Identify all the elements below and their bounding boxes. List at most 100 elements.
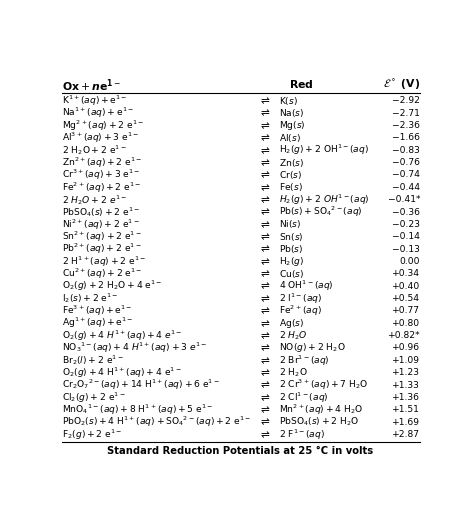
Text: +1.23: +1.23 bbox=[392, 368, 420, 377]
Text: −2.71: −2.71 bbox=[393, 109, 420, 118]
Text: $\rightleftharpoons$: $\rightleftharpoons$ bbox=[258, 120, 270, 131]
Text: −2.92: −2.92 bbox=[392, 96, 420, 106]
Text: $\mathrm{Zn}(s)$: $\mathrm{Zn}(s)$ bbox=[279, 157, 303, 168]
Text: $2\ \mathrm{Br}^{1-}(aq)$: $2\ \mathrm{Br}^{1-}(aq)$ bbox=[279, 353, 329, 367]
Text: +0.54: +0.54 bbox=[392, 294, 420, 303]
Text: $\mathrm{Cl_2}(g) + 2\ \mathrm{e}^{1-}$: $\mathrm{Cl_2}(g) + 2\ \mathrm{e}^{1-}$ bbox=[62, 390, 126, 404]
Text: $\mathrm{Cr_2O_7}^{2-}(aq) + 14\ \mathrm{H}^{1+}(aq) + 6\ \mathrm{e}^{1-}$: $\mathrm{Cr_2O_7}^{2-}(aq) + 14\ \mathrm… bbox=[62, 378, 220, 392]
Text: $\mathrm{Pb}^{2+}(aq) + 2\ \mathrm{e}^{1-}$: $\mathrm{Pb}^{2+}(aq) + 2\ \mathrm{e}^{1… bbox=[62, 242, 142, 256]
Text: $2\ \mathrm{F}^{1-}(aq)$: $2\ \mathrm{F}^{1-}(aq)$ bbox=[279, 427, 325, 441]
Text: $H_2(g) + 2\ OH^{1-}(aq)$: $H_2(g) + 2\ OH^{1-}(aq)$ bbox=[279, 193, 369, 207]
Text: $\rightleftharpoons$: $\rightleftharpoons$ bbox=[258, 404, 270, 415]
Text: +1.51: +1.51 bbox=[393, 406, 420, 414]
Text: $\rightleftharpoons$: $\rightleftharpoons$ bbox=[258, 182, 270, 193]
Text: $\mathrm{Ag}(s)$: $\mathrm{Ag}(s)$ bbox=[279, 317, 303, 330]
Text: +1.69: +1.69 bbox=[392, 418, 420, 427]
Text: $\mathrm{Ni}^{2+}(aq) + 2\ \mathrm{e}^{1-}$: $\mathrm{Ni}^{2+}(aq) + 2\ \mathrm{e}^{1… bbox=[62, 217, 140, 232]
Text: $\mathrm{Al}(s)$: $\mathrm{Al}(s)$ bbox=[279, 132, 300, 144]
Text: $\mathrm{Na}(s)$: $\mathrm{Na}(s)$ bbox=[279, 107, 304, 119]
Text: $\mathrm{NO}(g) + 2\ \mathrm{H_2O}$: $\mathrm{NO}(g) + 2\ \mathrm{H_2O}$ bbox=[279, 342, 345, 354]
Text: $\mathrm{H_2}(g)$: $\mathrm{H_2}(g)$ bbox=[279, 255, 304, 268]
Text: +0.77: +0.77 bbox=[392, 306, 420, 315]
Text: $\mathrm{Sn}^{2+}(aq) + 2\ \mathrm{e}^{1-}$: $\mathrm{Sn}^{2+}(aq) + 2\ \mathrm{e}^{1… bbox=[62, 230, 142, 244]
Text: −2.36: −2.36 bbox=[392, 121, 420, 130]
Text: +0.80: +0.80 bbox=[392, 319, 420, 328]
Text: $\rightleftharpoons$: $\rightleftharpoons$ bbox=[258, 256, 270, 267]
Text: $\mathrm{Pb}(s) + \mathrm{SO_4}^{2-}(aq)$: $\mathrm{Pb}(s) + \mathrm{SO_4}^{2-}(aq)… bbox=[279, 205, 362, 219]
Text: $\mathrm{PbO_2}(s) + 4\ \mathrm{H}^{1+}(aq) + \mathrm{SO_4}^{2-}(aq) + 2\ \mathr: $\mathrm{PbO_2}(s) + 4\ \mathrm{H}^{1+}(… bbox=[62, 415, 251, 429]
Text: $2\ H_2O + 2\ e^{1-}$: $2\ H_2O + 2\ e^{1-}$ bbox=[62, 193, 127, 206]
Text: +0.34: +0.34 bbox=[392, 269, 420, 278]
Text: $\rightleftharpoons$: $\rightleftharpoons$ bbox=[258, 169, 270, 181]
Text: $\mathrm{Fe}^{2+}(aq)$: $\mathrm{Fe}^{2+}(aq)$ bbox=[279, 304, 321, 318]
Text: $\rightleftharpoons$: $\rightleftharpoons$ bbox=[258, 281, 270, 291]
Text: $\mathrm{Br_2}(l) + 2\ \mathrm{e}^{1-}$: $\mathrm{Br_2}(l) + 2\ \mathrm{e}^{1-}$ bbox=[62, 353, 124, 367]
Text: $\rightleftharpoons$: $\rightleftharpoons$ bbox=[258, 417, 270, 428]
Text: $\rightleftharpoons$: $\rightleftharpoons$ bbox=[258, 293, 270, 304]
Text: $\rightleftharpoons$: $\rightleftharpoons$ bbox=[258, 392, 270, 403]
Text: $\rightleftharpoons$: $\rightleftharpoons$ bbox=[258, 343, 270, 353]
Text: $\rightleftharpoons$: $\rightleftharpoons$ bbox=[258, 244, 270, 254]
Text: $\rightleftharpoons$: $\rightleftharpoons$ bbox=[258, 145, 270, 156]
Text: $\rightleftharpoons$: $\rightleftharpoons$ bbox=[258, 157, 270, 168]
Text: −0.23: −0.23 bbox=[392, 220, 420, 229]
Text: +0.96: +0.96 bbox=[392, 344, 420, 353]
Text: $\rightleftharpoons$: $\rightleftharpoons$ bbox=[258, 306, 270, 316]
Text: $\mathrm{Cu}(s)$: $\mathrm{Cu}(s)$ bbox=[279, 268, 304, 280]
Text: $\rightleftharpoons$: $\rightleftharpoons$ bbox=[258, 268, 270, 279]
Text: $\mathrm{Al}^{3+}(aq) + 3\ \mathrm{e}^{1-}$: $\mathrm{Al}^{3+}(aq) + 3\ \mathrm{e}^{1… bbox=[62, 131, 139, 145]
Text: $\mathrm{Cr}(s)$: $\mathrm{Cr}(s)$ bbox=[279, 169, 302, 181]
Text: $\rightleftharpoons$: $\rightleftharpoons$ bbox=[258, 108, 270, 119]
Text: $\mathrm{Pb}(s)$: $\mathrm{Pb}(s)$ bbox=[279, 243, 303, 255]
Text: $\rightleftharpoons$: $\rightleftharpoons$ bbox=[258, 380, 270, 390]
Text: $\mathrm{O_2}(g) + 2\ \mathrm{H_2O} + 4\ \mathrm{e}^{1-}$: $\mathrm{O_2}(g) + 2\ \mathrm{H_2O} + 4\… bbox=[62, 279, 163, 294]
Text: +1.36: +1.36 bbox=[392, 393, 420, 402]
Text: $\mathrm{Fe}^{3+}(aq) + \mathrm{e}^{1-}$: $\mathrm{Fe}^{3+}(aq) + \mathrm{e}^{1-}$ bbox=[62, 304, 133, 318]
Text: $\mathrm{PbSO_4}(s) + 2\ \mathrm{H_2O}$: $\mathrm{PbSO_4}(s) + 2\ \mathrm{H_2O}$ bbox=[279, 416, 359, 428]
Text: $2\ \mathrm{Cr}^{3+}(aq) + 7\ \mathrm{H_2O}$: $2\ \mathrm{Cr}^{3+}(aq) + 7\ \mathrm{H_… bbox=[279, 378, 368, 392]
Text: $2\ \mathrm{I}^{1-}(aq)$: $2\ \mathrm{I}^{1-}(aq)$ bbox=[279, 291, 322, 306]
Text: $\mathrm{I_2}(s) + 2\ \mathrm{e}^{1-}$: $\mathrm{I_2}(s) + 2\ \mathrm{e}^{1-}$ bbox=[62, 291, 119, 306]
Text: $\mathrm{Fe}(s)$: $\mathrm{Fe}(s)$ bbox=[279, 181, 303, 193]
Text: −0.76: −0.76 bbox=[392, 158, 420, 167]
Text: $\mathrm{Cu}^{2+}(aq) + 2\ \mathrm{e}^{1-}$: $\mathrm{Cu}^{2+}(aq) + 2\ \mathrm{e}^{1… bbox=[62, 267, 143, 281]
Text: $\mathrm{H_2}(g) + 2\ \mathrm{OH}^{1-}(aq)$: $\mathrm{H_2}(g) + 2\ \mathrm{OH}^{1-}(a… bbox=[279, 143, 369, 157]
Text: $\rightleftharpoons$: $\rightleftharpoons$ bbox=[258, 330, 270, 341]
Text: −0.41*: −0.41* bbox=[388, 195, 420, 204]
Text: −0.36: −0.36 bbox=[392, 208, 420, 216]
Text: $\mathrm{MnO_4}^{1-}(aq) + 8\ \mathrm{H}^{1+}(aq) + 5\ \mathrm{e}^{1-}$: $\mathrm{MnO_4}^{1-}(aq) + 8\ \mathrm{H}… bbox=[62, 402, 213, 417]
Text: $\mathcal{E}^\circ\ \mathbf{(V)}$: $\mathcal{E}^\circ\ \mathbf{(V)}$ bbox=[383, 78, 420, 92]
Text: $\mathrm{Fe}^{2+}(aq) + 2\ \mathrm{e}^{1-}$: $\mathrm{Fe}^{2+}(aq) + 2\ \mathrm{e}^{1… bbox=[62, 180, 142, 194]
Text: −0.13: −0.13 bbox=[393, 244, 420, 253]
Text: $\mathbf{Ox} + \boldsymbol{n}\mathbf{e}^{\mathbf{1}-}$: $\mathbf{Ox} + \boldsymbol{n}\mathbf{e}^… bbox=[62, 78, 121, 94]
Text: $\mathbf{Red}$: $\mathbf{Red}$ bbox=[289, 78, 314, 90]
Text: $\rightleftharpoons$: $\rightleftharpoons$ bbox=[258, 96, 270, 106]
Text: $\mathrm{Sn}(s)$: $\mathrm{Sn}(s)$ bbox=[279, 231, 303, 243]
Text: −0.14: −0.14 bbox=[392, 232, 420, 241]
Text: $\mathrm{O_2}(g) + 4\ H^{1+}(aq) + 4\ e^{1-}$: $\mathrm{O_2}(g) + 4\ H^{1+}(aq) + 4\ e^… bbox=[62, 328, 183, 343]
Text: $\mathrm{Mn}^{2+}(aq) + 4\ \mathrm{H_2O}$: $\mathrm{Mn}^{2+}(aq) + 4\ \mathrm{H_2O}… bbox=[279, 402, 363, 417]
Text: $\rightleftharpoons$: $\rightleftharpoons$ bbox=[258, 219, 270, 230]
Text: $2\ \mathrm{H_2O}$: $2\ \mathrm{H_2O}$ bbox=[279, 366, 307, 379]
Text: $2\ \mathrm{H_2O} + 2\ \mathrm{e}^{1-}$: $2\ \mathrm{H_2O} + 2\ \mathrm{e}^{1-}$ bbox=[62, 143, 127, 157]
Text: $\mathrm{K}^{1+}(aq) + \mathrm{e}^{1-}$: $\mathrm{K}^{1+}(aq) + \mathrm{e}^{1-}$ bbox=[62, 93, 128, 108]
Text: $\mathrm{Mg}^{2+}(aq) + 2\ \mathrm{e}^{1-}$: $\mathrm{Mg}^{2+}(aq) + 2\ \mathrm{e}^{1… bbox=[62, 118, 144, 133]
Text: $\rightleftharpoons$: $\rightleftharpoons$ bbox=[258, 231, 270, 242]
Text: $\mathrm{O_2}(g) + 4\ \mathrm{H}^{1+}(aq) + 4\ \mathrm{e}^{1-}$: $\mathrm{O_2}(g) + 4\ \mathrm{H}^{1+}(aq… bbox=[62, 365, 182, 380]
Text: −0.74: −0.74 bbox=[392, 171, 420, 180]
Text: $4\ \mathrm{OH}^{1-}(aq)$: $4\ \mathrm{OH}^{1-}(aq)$ bbox=[279, 279, 333, 294]
Text: +1.09: +1.09 bbox=[392, 356, 420, 365]
Text: $\rightleftharpoons$: $\rightleftharpoons$ bbox=[258, 318, 270, 328]
Text: $2\ \mathrm{H}^{1+}(aq) + 2\ \mathrm{e}^{1-}$: $2\ \mathrm{H}^{1+}(aq) + 2\ \mathrm{e}^… bbox=[62, 254, 146, 269]
Text: +1.33: +1.33 bbox=[393, 381, 420, 390]
Text: $\mathrm{Ni}(s)$: $\mathrm{Ni}(s)$ bbox=[279, 219, 301, 230]
Text: −0.83: −0.83 bbox=[393, 146, 420, 155]
Text: 0.00: 0.00 bbox=[400, 257, 420, 266]
Text: $\rightleftharpoons$: $\rightleftharpoons$ bbox=[258, 194, 270, 205]
Text: $2\ \mathrm{Cl}^{1-}(aq)$: $2\ \mathrm{Cl}^{1-}(aq)$ bbox=[279, 390, 328, 404]
Text: $\mathrm{Na}^{1+}(aq) + \mathrm{e}^{1-}$: $\mathrm{Na}^{1+}(aq) + \mathrm{e}^{1-}$ bbox=[62, 106, 134, 120]
Text: −0.44: −0.44 bbox=[392, 183, 420, 192]
Text: $\mathrm{K}(s)$: $\mathrm{K}(s)$ bbox=[279, 95, 297, 107]
Text: $2\ H_2O$: $2\ H_2O$ bbox=[279, 329, 307, 342]
Text: $\mathrm{Cr}^{3+}(aq) + 3\ \mathrm{e}^{1-}$: $\mathrm{Cr}^{3+}(aq) + 3\ \mathrm{e}^{1… bbox=[62, 168, 141, 182]
